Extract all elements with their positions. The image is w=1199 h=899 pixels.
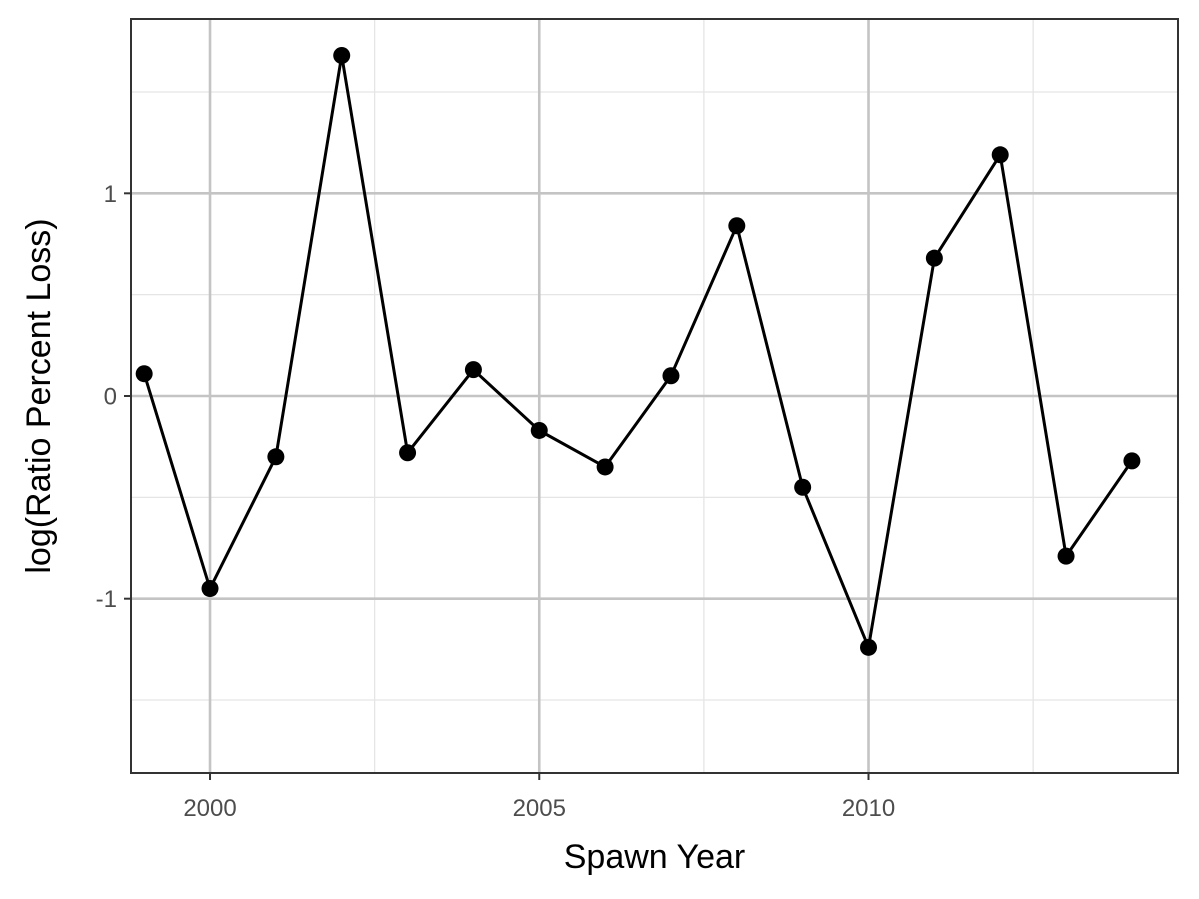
- x-tick-label: 2000: [183, 795, 236, 822]
- y-axis-ticks: -1 0 1: [96, 181, 131, 613]
- data-point: [530, 421, 548, 439]
- data-point: [135, 365, 153, 383]
- data-point: [662, 367, 680, 385]
- data-point: [925, 249, 943, 267]
- data-points: [135, 46, 1141, 656]
- data-point: [333, 46, 351, 64]
- data-point: [991, 146, 1009, 164]
- x-tick-label: 2010: [842, 795, 895, 822]
- series-line: [142, 54, 1134, 649]
- data-point: [201, 580, 219, 598]
- data-point: [399, 444, 417, 462]
- data-point: [267, 448, 285, 466]
- y-tick-label: -1: [96, 586, 117, 613]
- data-point: [1123, 452, 1141, 470]
- data-point: [728, 217, 746, 235]
- data-point: [860, 638, 878, 656]
- data-point: [794, 478, 812, 496]
- data-point: [596, 458, 614, 476]
- y-tick-label: 1: [104, 181, 117, 208]
- x-axis-ticks: 2000 2005 2010: [183, 773, 895, 822]
- data-point: [1057, 547, 1075, 565]
- x-tick-label: 2005: [513, 795, 566, 822]
- data-point: [464, 361, 482, 379]
- y-axis-title: log(Ratio Percent Loss): [20, 218, 58, 573]
- x-axis-title: Spawn Year: [564, 838, 746, 876]
- y-tick-label: 0: [104, 384, 117, 411]
